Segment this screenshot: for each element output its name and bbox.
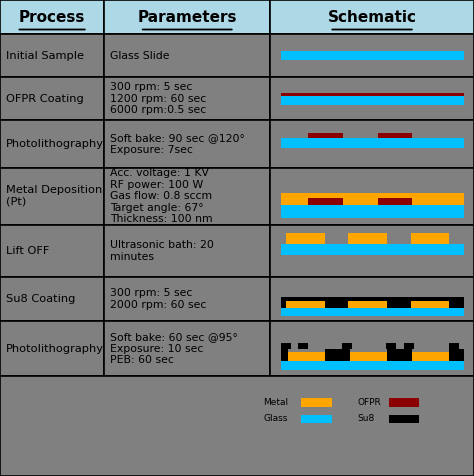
Bar [104, 0, 270, 34]
Bar [281, 244, 464, 256]
Bar [270, 77, 474, 120]
Bar [378, 198, 412, 205]
Text: Photolithography: Photolithography [6, 139, 104, 149]
Bar [104, 321, 270, 376]
Text: Soft bake: 90 sec @120°
Exposure: 7sec: Soft bake: 90 sec @120° Exposure: 7sec [110, 133, 245, 155]
Bar [281, 193, 464, 205]
Bar [104, 277, 270, 321]
Bar [386, 344, 396, 348]
Text: 300 rpm: 5 sec
2000 rpm: 60 sec: 300 rpm: 5 sec 2000 rpm: 60 sec [110, 288, 206, 310]
Text: Lift OFF: Lift OFF [6, 246, 49, 256]
Bar [412, 352, 449, 361]
Bar [281, 96, 464, 105]
Bar [412, 352, 449, 361]
Bar [281, 205, 464, 218]
Text: Su8 Coating: Su8 Coating [6, 294, 75, 304]
Bar [410, 233, 449, 244]
Bar [281, 308, 464, 316]
Bar [301, 415, 332, 423]
Bar [410, 301, 449, 308]
Bar [281, 344, 291, 348]
Text: Process: Process [19, 10, 85, 25]
Bar [270, 168, 474, 225]
Bar [281, 51, 464, 60]
Bar [389, 415, 419, 423]
Bar [270, 34, 474, 77]
Bar [348, 301, 387, 308]
Text: Ultrasonic bath: 20
minutes: Ultrasonic bath: 20 minutes [110, 240, 214, 262]
Bar [270, 0, 474, 34]
Bar [104, 225, 270, 277]
Bar [104, 34, 270, 77]
Bar [0, 77, 104, 120]
Bar [404, 344, 414, 348]
Bar [301, 398, 332, 407]
Bar [281, 348, 288, 361]
Bar [281, 138, 464, 148]
Text: Soft bake: 60 sec @95°
Exposure: 10 sec
PEB: 60 sec: Soft bake: 60 sec @95° Exposure: 10 sec … [110, 332, 238, 365]
Bar [281, 361, 464, 370]
Bar [0, 120, 104, 168]
Bar [104, 120, 270, 168]
Bar [0, 225, 104, 277]
Bar [0, 321, 104, 376]
Bar [286, 301, 325, 308]
Text: Initial Sample: Initial Sample [6, 50, 84, 61]
Bar [281, 92, 464, 96]
Bar [308, 198, 343, 205]
Bar [288, 352, 325, 361]
Bar [286, 233, 325, 244]
Text: Metal: Metal [263, 398, 288, 407]
Text: Su8: Su8 [358, 415, 375, 423]
Bar [308, 133, 343, 138]
Text: Glass Slide: Glass Slide [110, 50, 170, 61]
Bar [270, 225, 474, 277]
Bar [104, 168, 270, 225]
Text: Parameters: Parameters [137, 10, 237, 25]
Bar [348, 301, 387, 308]
Bar [342, 344, 352, 348]
Bar [0, 168, 104, 225]
Bar [449, 348, 464, 361]
Text: OFPR: OFPR [358, 398, 382, 407]
Bar [281, 297, 464, 308]
Bar [348, 233, 387, 244]
Bar [0, 376, 474, 476]
Bar [0, 34, 104, 77]
Bar [288, 352, 325, 361]
Bar [104, 77, 270, 120]
Bar [378, 133, 412, 138]
Text: Acc. voltage: 1 KV
RF power: 100 W
Gas flow: 0.8 sccm
Target angle: 67°
Thicknes: Acc. voltage: 1 KV RF power: 100 W Gas f… [110, 168, 213, 224]
Bar [350, 352, 387, 361]
Text: Glass: Glass [263, 415, 287, 423]
Bar [410, 301, 449, 308]
Bar [389, 398, 419, 407]
Bar [286, 301, 325, 308]
Text: Schematic: Schematic [328, 10, 417, 25]
Bar [298, 344, 308, 348]
Bar [387, 348, 412, 361]
Bar [0, 277, 104, 321]
Text: Photolithography: Photolithography [6, 344, 104, 354]
Bar [270, 321, 474, 376]
Bar [0, 0, 104, 34]
Text: Metal Deposition
(Pt): Metal Deposition (Pt) [6, 185, 102, 207]
Bar [270, 120, 474, 168]
Bar [325, 348, 350, 361]
Bar [350, 352, 387, 361]
Text: 300 rpm: 5 sec
1200 rpm: 60 sec
6000 rpm:0.5 sec: 300 rpm: 5 sec 1200 rpm: 60 sec 6000 rpm… [110, 82, 206, 115]
Bar [270, 277, 474, 321]
Bar [449, 344, 459, 348]
Text: OFPR Coating: OFPR Coating [6, 93, 83, 104]
